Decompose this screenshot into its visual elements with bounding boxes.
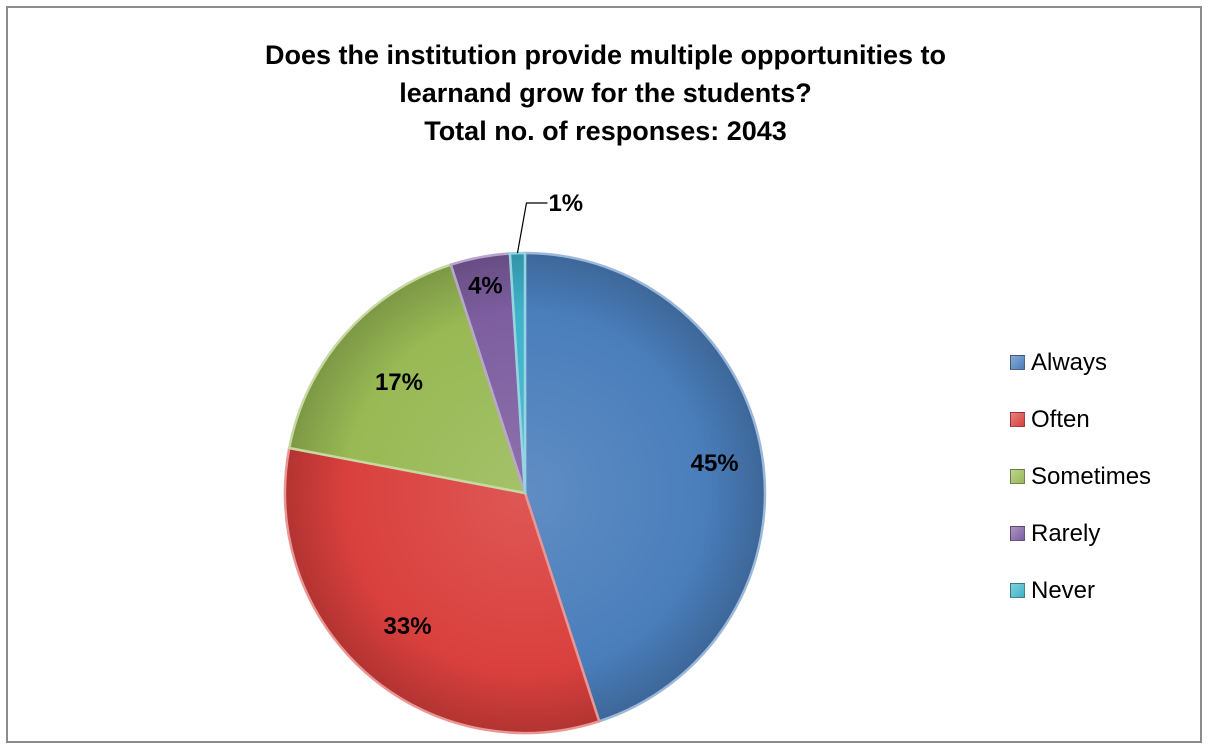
legend-label-often: Often [1031,405,1090,433]
legend-item-never: Never [1010,562,1151,619]
leader-line-never [516,202,548,254]
chart-title: Does the institution provide multiple op… [0,36,1211,150]
legend-item-sometimes: Sometimes [1010,448,1151,505]
chart-title-line-3: Total no. of responses: 2043 [424,116,787,146]
legend-item-rarely: Rarely [1010,505,1151,562]
legend-label-sometimes: Sometimes [1031,462,1152,490]
chart-title-line-1: Does the institution provide multiple op… [265,40,946,70]
pie-slice-sometimes [287,263,527,495]
pie-data-labels: 45% 33% 17% 4% 1% [375,190,739,640]
data-label-never: 1% [548,190,583,217]
legend-swatch-rarely [1010,526,1025,541]
legend-label-never: Never [1031,576,1096,604]
pie-slice-always [523,251,767,723]
legend-swatch-always [1010,355,1025,370]
legend-swatch-often [1010,412,1025,427]
data-label-always: 45% [691,450,739,477]
pie-slice-often [283,446,601,735]
legend-label-always: Always [1031,348,1108,376]
legend-swatch-never [1010,583,1025,598]
legend-label-rarely: Rarely [1031,519,1101,547]
chart-title-line-2: learnand grow for the students? [399,78,812,108]
data-label-often: 33% [384,613,432,640]
legend-swatch-sometimes [1010,469,1025,484]
pie-slice-never [508,251,527,494]
legend-item-always: Always [1010,334,1151,391]
chart-legend: Always Often Sometimes Rarely Never [1010,334,1151,619]
legend-item-often: Often [1010,391,1151,448]
pie-slices [283,251,767,735]
data-label-rarely: 4% [468,273,503,300]
data-label-sometimes: 17% [375,369,423,396]
